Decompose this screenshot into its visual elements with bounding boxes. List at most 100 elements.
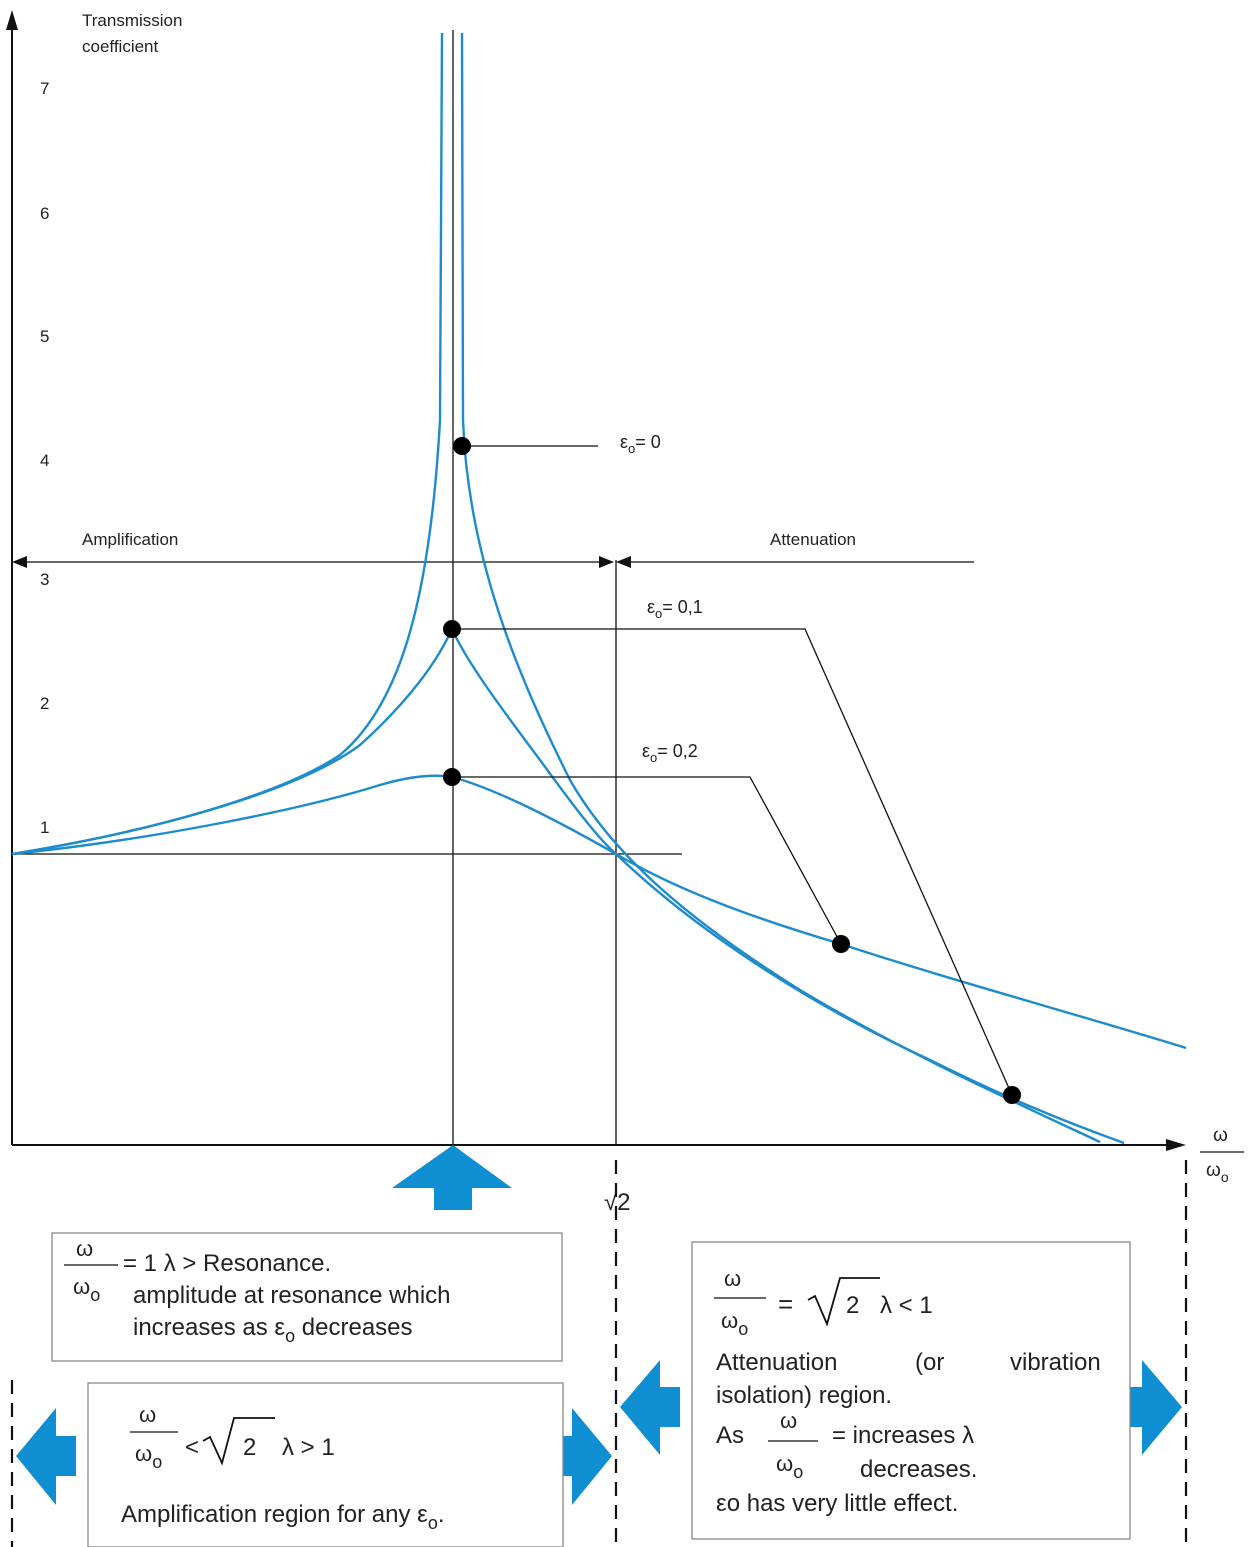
marker-eps01-peak <box>443 620 461 638</box>
label-eps02: εo= 0,2 <box>642 741 698 765</box>
resonance-line3: increases as εo decreases <box>133 1314 413 1346</box>
attenuation-frac-den: ωo <box>721 1308 748 1339</box>
amplification-body-sub: o <box>428 1513 438 1533</box>
label-eps02-sub: o <box>650 750 657 765</box>
label-eps02-rest: = 0,2 <box>657 741 698 761</box>
attenuation-frac-num: ω <box>724 1266 741 1291</box>
sqrt2-label: √2 <box>604 1189 631 1216</box>
marker-eps02-peak <box>443 768 461 786</box>
resonance-frac-den-sub: o <box>90 1285 100 1305</box>
resonance-line3-end: decreases <box>295 1314 412 1341</box>
attenuation-region-arrow <box>616 556 974 568</box>
amplification-radicand: 2 <box>243 1434 256 1461</box>
marker-eps02-tail <box>832 935 850 953</box>
attenuation-sqrt-sign <box>807 1277 880 1327</box>
label-eps01-rest: = 0,1 <box>662 597 703 617</box>
label-eps0-sub: o <box>628 441 635 456</box>
resonance-line2: amplitude at resonance which <box>133 1282 451 1309</box>
curve-eps0-left <box>11 32 444 856</box>
amplification-body-end: . <box>438 1501 445 1528</box>
x-axis-arrowhead <box>1166 1139 1186 1151</box>
amplification-frac-num: ω <box>139 1402 156 1427</box>
resonance-frac-num: ω <box>76 1236 93 1261</box>
resonance-frac-den: ωo <box>73 1274 100 1305</box>
attenuation-right-arrow <box>1118 1360 1182 1455</box>
amplification-sqrt-sign <box>202 1417 275 1466</box>
amplification-region-arrow <box>12 556 614 568</box>
x-axis-label: ω ωo <box>1200 1125 1244 1185</box>
y-tick-label: 1 <box>40 818 49 837</box>
attenuation-as-frac-den-sub: o <box>793 1462 803 1482</box>
curve-eps02 <box>11 774 1187 1050</box>
attenuation-as-frac-num: ω <box>780 1408 797 1433</box>
attenuation-left-arrow <box>620 1360 680 1455</box>
amplification-frac-den-base: ω <box>135 1441 152 1466</box>
leader-eps02 <box>452 776 842 945</box>
y-axis-title-line2: coefficient <box>82 37 159 56</box>
y-tick-labels: 1 2 3 4 5 6 7 <box>40 79 49 837</box>
x-label-numerator: ω <box>1213 1125 1228 1146</box>
attenuation-box-frame <box>691 1241 1131 1540</box>
attenuation-decreases: decreases. <box>860 1456 977 1483</box>
resonance-up-arrow <box>392 1145 512 1210</box>
resonance-line3-text: increases as ε <box>133 1314 285 1341</box>
x-label-denominator: ωo <box>1206 1160 1229 1185</box>
attenuation-frac-den-sub: o <box>738 1319 748 1339</box>
attenuation-as-frac-den-base: ω <box>776 1451 793 1476</box>
amplification-box-frame <box>87 1382 564 1547</box>
attenuation-label: Attenuation <box>770 530 856 549</box>
label-eps01-sub: o <box>655 606 662 621</box>
label-eps01: εo= 0,1 <box>647 597 703 621</box>
resonance-box: ω ωo = 1 λ > Resonance. amplitude at res… <box>51 1232 563 1362</box>
y-tick-label: 5 <box>40 327 49 346</box>
attenuation-frac-den-base: ω <box>721 1308 738 1333</box>
leader-lines <box>452 445 1013 1096</box>
attenuation-eq: = <box>778 1289 793 1319</box>
amplification-relation: λ > 1 <box>282 1434 335 1461</box>
label-eps0-base: ε <box>620 432 628 452</box>
attenuation-line2: isolation) region. <box>716 1382 892 1409</box>
curve-eps0-right <box>460 32 1101 1144</box>
leader-eps01 <box>452 628 1013 1096</box>
dashed-boundaries <box>10 1160 1188 1547</box>
amplification-frac-den: ωo <box>135 1441 162 1472</box>
resonance-line3-sub: o <box>285 1326 295 1346</box>
attenuation-as-frac-den: ωo <box>776 1451 803 1482</box>
marker-eps0 <box>453 437 471 455</box>
y-tick-label: 6 <box>40 204 49 223</box>
amplification-frac-den-sub: o <box>152 1452 162 1472</box>
attenuation-radicand: 2 <box>846 1292 859 1319</box>
y-tick-label: 2 <box>40 694 49 713</box>
resonance-equation: = 1 λ > Resonance. <box>123 1250 331 1277</box>
amplification-label: Amplification <box>82 530 178 549</box>
x-label-den-base: ω <box>1206 1160 1221 1181</box>
curve-markers <box>443 437 1021 1104</box>
x-label-den-sub: o <box>1221 1169 1229 1185</box>
amplification-body-text: Amplification region for any ε <box>121 1501 428 1528</box>
label-eps0-rest: = 0 <box>635 432 661 452</box>
label-eps01-base: ε <box>647 597 655 617</box>
attenuation-relation: λ < 1 <box>880 1292 933 1319</box>
amplification-right-arrow <box>552 1408 612 1505</box>
attenuation-last: εo has very little effect. <box>716 1490 958 1517</box>
label-eps02-base: ε <box>642 741 650 761</box>
y-tick-label: 3 <box>40 570 49 589</box>
y-axis-title-line1: Transmission <box>82 11 182 30</box>
resonance-frac-den-base: ω <box>73 1274 90 1299</box>
curve-eps01 <box>11 626 1125 1145</box>
attenuation-line1c: vibration <box>1010 1349 1101 1376</box>
amplification-body: Amplification region for any εo. <box>121 1501 445 1533</box>
attenuation-as: As <box>716 1422 744 1449</box>
attenuation-box: ω ωo = 2 λ < 1 Attenuation (or vibration… <box>691 1241 1131 1540</box>
attenuation-arrow-left-head <box>616 556 631 568</box>
attenuation-line1a: Attenuation <box>716 1349 837 1376</box>
amplification-arrow-right-head <box>599 556 614 568</box>
marker-eps01-tail <box>1003 1086 1021 1104</box>
resonance-box-frame <box>51 1232 563 1362</box>
y-tick-label: 7 <box>40 79 49 98</box>
attenuation-as-rest: = increases λ <box>832 1422 974 1449</box>
attenuation-line1b: (or <box>915 1349 944 1376</box>
y-tick-label: 4 <box>40 451 49 470</box>
amplification-lt: < <box>185 1434 199 1461</box>
